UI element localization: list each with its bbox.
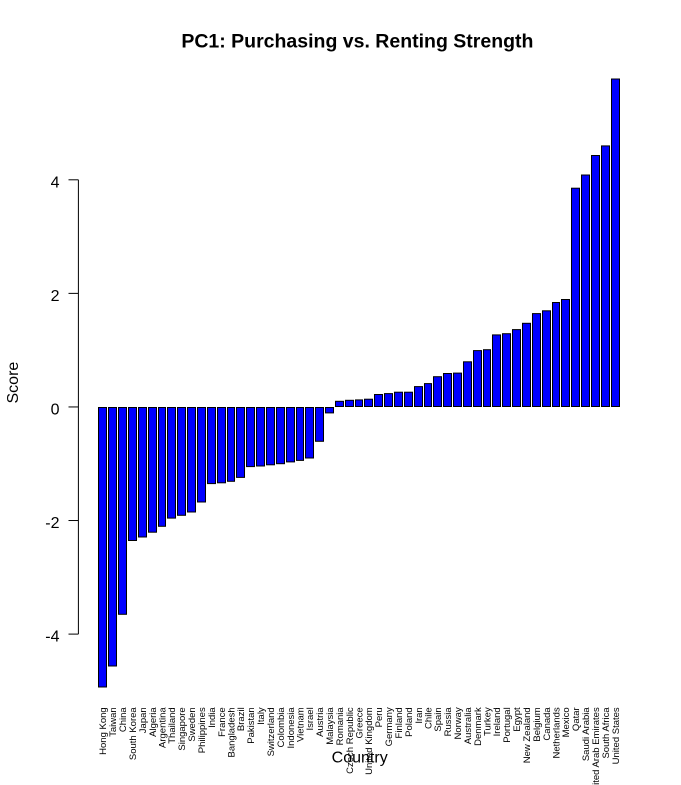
svg-text:Peru: Peru <box>374 707 385 727</box>
svg-text:Switzerland: Switzerland <box>266 707 277 756</box>
svg-text:Austria: Austria <box>315 707 326 737</box>
svg-text:Russia: Russia <box>443 707 454 737</box>
svg-text:Bangladesh: Bangladesh <box>227 707 238 757</box>
svg-text:China: China <box>118 707 129 733</box>
svg-text:Qatar: Qatar <box>571 707 582 731</box>
svg-text:United Kingdom: United Kingdom <box>364 707 375 775</box>
svg-text:-2: -2 <box>45 515 59 532</box>
svg-text:Netherlands: Netherlands <box>552 707 563 758</box>
svg-text:Sweden: Sweden <box>187 707 198 741</box>
svg-text:Denmark: Denmark <box>473 707 484 746</box>
svg-text:Taiwan: Taiwan <box>108 707 119 737</box>
svg-text:Algeria: Algeria <box>148 707 159 737</box>
svg-text:Saudi Arabia: Saudi Arabia <box>581 707 592 762</box>
svg-text:Malaysia: Malaysia <box>325 707 336 745</box>
svg-text:Egypt: Egypt <box>512 707 523 732</box>
svg-text:Canada: Canada <box>542 707 553 741</box>
svg-text:Philippines: Philippines <box>197 707 208 753</box>
svg-text:United States: United States <box>611 707 622 764</box>
svg-text:Germany: Germany <box>384 707 395 746</box>
svg-text:PC1: Purchasing vs. Renting St: PC1: Purchasing vs. Renting Strength <box>181 30 533 52</box>
svg-text:Japan: Japan <box>138 707 149 733</box>
svg-text:Israel: Israel <box>305 707 316 730</box>
svg-text:Greece: Greece <box>355 707 366 738</box>
svg-text:Finland: Finland <box>394 707 405 738</box>
svg-text:2: 2 <box>51 288 60 305</box>
svg-text:Country: Country <box>332 750 388 767</box>
svg-text:Singapore: Singapore <box>177 707 188 750</box>
svg-text:Hong Kong: Hong Kong <box>98 707 109 755</box>
svg-text:Argentina: Argentina <box>158 707 169 748</box>
svg-text:4: 4 <box>51 174 60 191</box>
svg-text:South Africa: South Africa <box>601 707 612 759</box>
svg-text:Romania: Romania <box>335 707 346 746</box>
svg-text:Brazil: Brazil <box>236 707 247 731</box>
svg-text:Spain: Spain <box>433 707 444 731</box>
svg-text:Score: Score <box>5 362 22 404</box>
svg-text:United Arab Emirates: United Arab Emirates <box>591 707 602 785</box>
svg-text:Turkey: Turkey <box>483 707 494 736</box>
svg-text:India: India <box>207 707 218 728</box>
svg-text:Poland: Poland <box>404 707 415 737</box>
svg-text:Chile: Chile <box>424 707 435 729</box>
svg-text:Ireland: Ireland <box>492 707 503 736</box>
svg-text:Vietnam: Vietnam <box>296 707 307 742</box>
svg-text:New Zealand: New Zealand <box>522 707 533 763</box>
svg-text:Portugal: Portugal <box>502 707 513 742</box>
svg-text:Australia: Australia <box>463 707 474 745</box>
svg-text:Italy: Italy <box>256 707 267 725</box>
svg-text:Thailand: Thailand <box>167 707 178 743</box>
svg-text:Colombia: Colombia <box>276 707 287 748</box>
svg-text:Mexico: Mexico <box>561 707 572 737</box>
svg-text:Iran: Iran <box>414 707 425 723</box>
svg-text:Czech Republic: Czech Republic <box>345 707 356 774</box>
svg-text:South Korea: South Korea <box>128 707 139 761</box>
svg-text:Indonesia: Indonesia <box>286 707 297 749</box>
svg-text:France: France <box>217 707 228 737</box>
svg-text:-4: -4 <box>45 629 59 646</box>
svg-text:Norway: Norway <box>453 707 464 739</box>
svg-text:Pakistan: Pakistan <box>246 707 257 743</box>
svg-text:Belgium: Belgium <box>532 707 543 741</box>
svg-text:0: 0 <box>51 401 60 418</box>
